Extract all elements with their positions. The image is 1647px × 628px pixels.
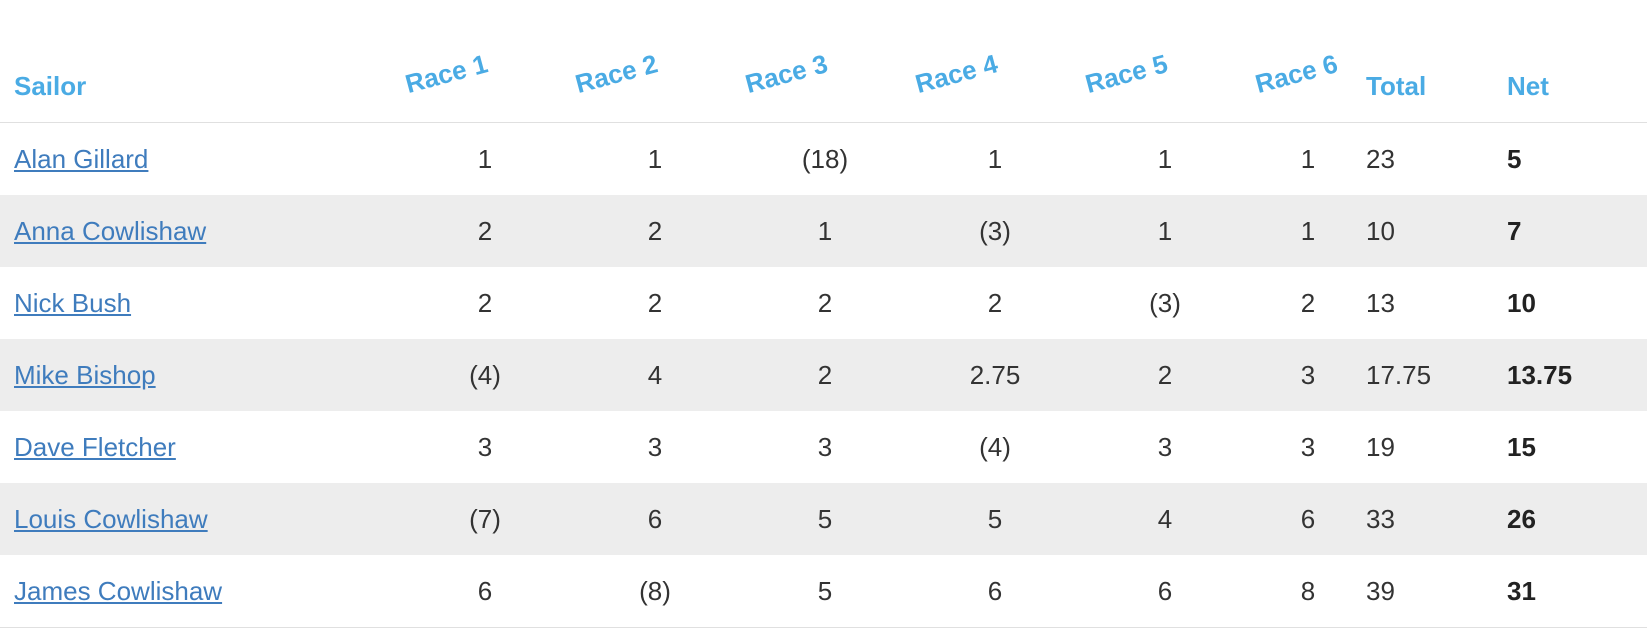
race-1-score: (4) — [400, 339, 570, 411]
sailor-cell: James Cowlishaw — [0, 555, 400, 628]
sailor-link[interactable]: Louis Cowlishaw — [14, 503, 208, 534]
race-1-score: 2 — [477, 287, 493, 318]
column-header-race-1: Race 1 — [400, 0, 570, 123]
column-header-race-4-label: Race 4 — [911, 48, 1001, 100]
race-3-score: (18) — [801, 143, 849, 174]
race-5-score: 3 — [1157, 431, 1173, 462]
column-header-race-4: Race 4 — [910, 0, 1080, 123]
column-header-net: Net — [1507, 0, 1647, 123]
column-header-race-5: Race 5 — [1080, 0, 1250, 123]
race-2-score: 3 — [647, 431, 663, 462]
sailor-cell: Nick Bush — [0, 267, 400, 339]
race-5-score: 6 — [1080, 555, 1250, 628]
race-6-score: 3 — [1300, 431, 1316, 462]
column-header-race-3-label: Race 3 — [741, 48, 831, 100]
race-5-score: 1 — [1080, 195, 1250, 267]
sailor-link[interactable]: Anna Cowlishaw — [14, 215, 207, 246]
race-2-score: 6 — [570, 483, 740, 555]
table-row: Dave Fletcher 3 3 3 (4) 3 3 19 15 — [0, 411, 1647, 483]
race-3-score: 2 — [817, 287, 833, 318]
table-row: Alan Gillard 1 1 (18) 1 1 1 23 5 — [0, 123, 1647, 196]
race-4-score: 6 — [910, 555, 1080, 628]
sailor-cell: Mike Bishop — [0, 339, 400, 411]
race-6-score: 8 — [1250, 555, 1366, 628]
table-row: Nick Bush 2 2 2 2 (3) 2 13 10 — [0, 267, 1647, 339]
race-3-score: 1 — [740, 195, 910, 267]
race-2-score: 4 — [570, 339, 740, 411]
race-4-score: 1 — [987, 143, 1003, 174]
race-4-score: (3) — [910, 195, 1080, 267]
sailor-link[interactable]: Dave Fletcher — [14, 431, 176, 462]
total-score: 10 — [1366, 195, 1507, 267]
race-2-score: 2 — [570, 195, 740, 267]
total-score: 17.75 — [1366, 339, 1507, 411]
net-score: 15 — [1507, 431, 1536, 462]
table-row: James Cowlishaw 6 (8) 5 6 6 8 39 31 — [0, 555, 1647, 628]
total-score: 33 — [1366, 483, 1507, 555]
race-1-score: (7) — [400, 483, 570, 555]
net-score: 31 — [1507, 555, 1647, 628]
column-header-race-6: Race 6 — [1250, 0, 1366, 123]
sailor-link[interactable]: Alan Gillard — [14, 143, 149, 174]
race-2-score: (8) — [570, 555, 740, 628]
column-header-race-6-label: Race 6 — [1251, 48, 1341, 100]
race-1-score: 6 — [400, 555, 570, 628]
table-header: Sailor Race 1 Race 2 Race 3 Race 4 Race … — [0, 0, 1647, 123]
race-5-score: 4 — [1080, 483, 1250, 555]
race-1-score: 2 — [400, 195, 570, 267]
table-row: Mike Bishop (4) 4 2 2.75 2 3 17.75 13.75 — [0, 339, 1647, 411]
column-header-race-2-label: Race 2 — [571, 48, 661, 100]
column-header-race-3: Race 3 — [740, 0, 910, 123]
race-6-score: 1 — [1300, 143, 1316, 174]
net-score: 13.75 — [1507, 339, 1647, 411]
race-6-score: 6 — [1250, 483, 1366, 555]
race-1-score: 1 — [477, 143, 493, 174]
table-row: Anna Cowlishaw 2 2 1 (3) 1 1 10 7 — [0, 195, 1647, 267]
sailor-cell: Dave Fletcher — [0, 411, 400, 483]
column-header-sailor: Sailor — [0, 0, 400, 123]
sailor-cell: Alan Gillard — [0, 123, 400, 196]
header-row: Sailor Race 1 Race 2 Race 3 Race 4 Race … — [0, 0, 1647, 123]
net-score: 26 — [1507, 483, 1647, 555]
table-row: Louis Cowlishaw (7) 6 5 5 4 6 33 26 — [0, 483, 1647, 555]
race-3-score: 2 — [740, 339, 910, 411]
total-score: 39 — [1366, 555, 1507, 628]
column-header-total: Total — [1366, 0, 1507, 123]
race-2-score: 1 — [647, 143, 663, 174]
race-6-score: 1 — [1250, 195, 1366, 267]
net-score: 10 — [1507, 287, 1536, 318]
race-4-score: 2 — [987, 287, 1003, 318]
sailor-link[interactable]: Nick Bush — [14, 287, 132, 318]
race-4-score: 2.75 — [910, 339, 1080, 411]
total-score: 23 — [1366, 143, 1395, 174]
race-1-score: 3 — [477, 431, 493, 462]
race-6-score: 2 — [1300, 287, 1316, 318]
race-5-score: 1 — [1157, 143, 1173, 174]
race-5-score: (3) — [1149, 287, 1181, 318]
column-header-race-5-label: Race 5 — [1081, 48, 1171, 100]
race-3-score: 5 — [740, 483, 910, 555]
column-header-race-1-label: Race 1 — [401, 48, 491, 100]
race-2-score: 2 — [647, 287, 663, 318]
sailor-cell: Anna Cowlishaw — [0, 195, 400, 267]
table-body: Alan Gillard 1 1 (18) 1 1 1 23 5 Anna Cowlishaw 2 2… — [0, 123, 1647, 628]
race-5-score: 2 — [1080, 339, 1250, 411]
race-3-score: 5 — [740, 555, 910, 628]
sailor-link[interactable]: Mike Bishop — [14, 359, 156, 390]
total-score: 13 — [1366, 287, 1395, 318]
column-header-race-2: Race 2 — [570, 0, 740, 123]
race-6-score: 3 — [1250, 339, 1366, 411]
net-score: 7 — [1507, 195, 1647, 267]
sailor-link[interactable]: James Cowlishaw — [14, 575, 223, 606]
race-4-score: (4) — [979, 431, 1011, 462]
race-4-score: 5 — [910, 483, 1080, 555]
total-score: 19 — [1366, 431, 1395, 462]
net-score: 5 — [1507, 143, 1522, 174]
sailor-cell: Louis Cowlishaw — [0, 483, 400, 555]
race-3-score: 3 — [817, 431, 833, 462]
